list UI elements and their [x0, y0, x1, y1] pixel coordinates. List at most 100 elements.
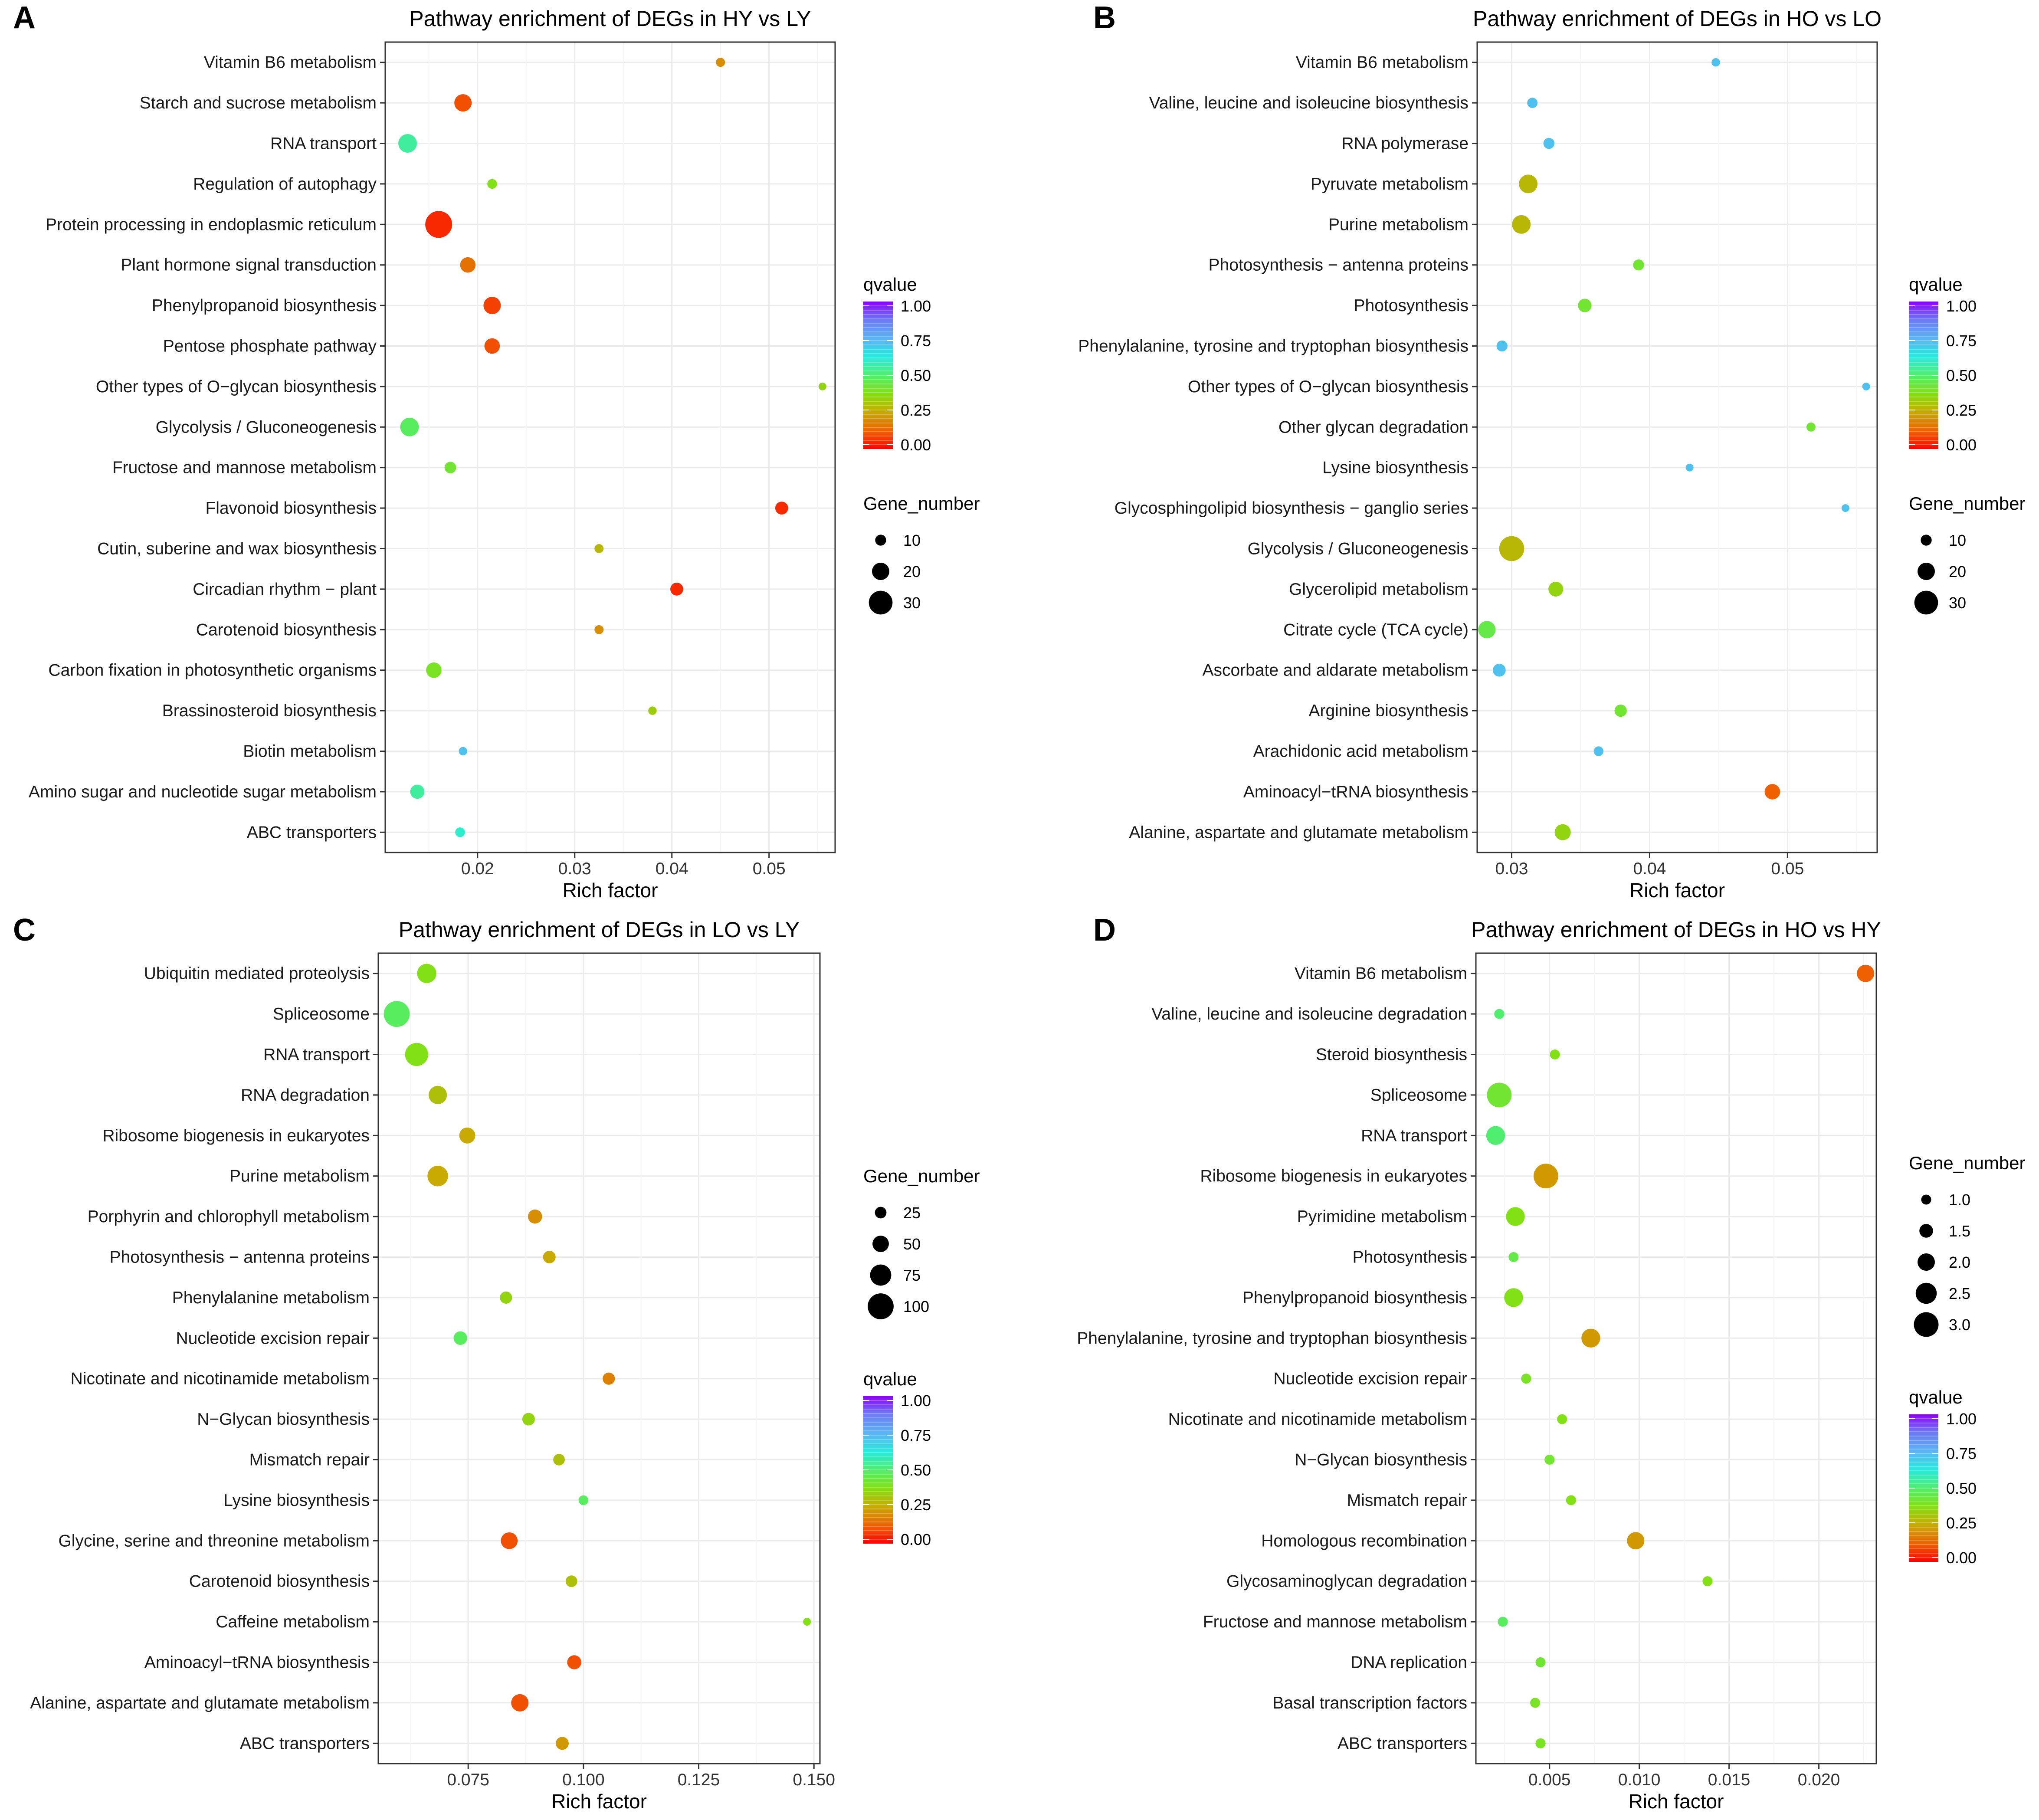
data-point [1633, 259, 1644, 271]
size-label: 1.0 [1949, 1191, 1970, 1209]
data-point [648, 706, 657, 715]
y-tick-label: Amino sugar and nucleotide sugar metabol… [29, 783, 377, 801]
x-tick-label: 0.150 [793, 1771, 835, 1789]
data-point [1857, 964, 1875, 982]
size-label: 3.0 [1949, 1316, 1970, 1334]
gene-number-legend: Gene_number 10 20 30 [863, 493, 980, 615]
panel-c: C Pathway enrichment of DEGs in LO vs LY U… [13, 913, 980, 1813]
data-point [1521, 1374, 1531, 1384]
size-label: 2.0 [1949, 1253, 1970, 1271]
y-tick-label: Nucleotide excision repair [1273, 1370, 1467, 1388]
data-point [1554, 824, 1571, 840]
y-tick-label: Other types of O−glycan biosynthesis [96, 377, 377, 396]
data-point [417, 964, 436, 983]
x-axis-title: Rich factor [1629, 879, 1725, 902]
data-point [1702, 1576, 1713, 1587]
x-axis-title: Rich factor [1629, 1790, 1724, 1813]
data-point [444, 462, 456, 474]
data-point [1527, 98, 1538, 108]
data-point [522, 1413, 535, 1426]
data-point [1498, 1617, 1508, 1627]
y-tick-label: Other types of O−glycan biosynthesis [1188, 377, 1469, 396]
y-tick-label: Glycosaminoglycan degradation [1226, 1572, 1467, 1591]
x-tick-label: 0.05 [753, 859, 786, 878]
chart-title: Pathway enrichment of DEGs in HO vs LO [1473, 7, 1882, 31]
y-tick-label: Photosynthesis [1354, 296, 1469, 315]
x-tick-label: 0.125 [678, 1771, 720, 1789]
y-tick-label: Photosynthesis − antenna proteins [110, 1248, 370, 1267]
data-point [483, 297, 501, 315]
data-point [818, 382, 826, 390]
data-point [528, 1209, 542, 1224]
panel-a: A Pathway enrichment of DEGs in HY vs LY V… [13, 0, 980, 902]
x-axis: 0.075 0.100 0.125 0.150 [447, 1764, 835, 1789]
data-point [1530, 1698, 1541, 1708]
y-tick-label: RNA degradation [241, 1086, 370, 1105]
data-point [405, 1043, 428, 1066]
y-tick-label: Phenylalanine, tyrosine and tryptophan b… [1077, 1329, 1467, 1348]
y-tick-label: N−Glycan biosynthesis [1295, 1451, 1467, 1469]
y-tick-label: Phenylalanine, tyrosine and tryptophan b… [1078, 337, 1469, 356]
y-tick-label: Valine, leucine and isoleucine degradati… [1151, 1005, 1467, 1023]
chart-title: Pathway enrichment of DEGs in HO vs HY [1471, 918, 1881, 942]
data-point [410, 784, 425, 799]
size-key [1914, 1312, 1939, 1337]
y-tick-label: Phenylpropanoid biosynthesis [152, 296, 377, 315]
data-point [1685, 463, 1694, 472]
data-point [459, 747, 467, 756]
data-point [1508, 1252, 1519, 1263]
size-key [1918, 563, 1935, 580]
colorbar-label: 0.25 [1946, 401, 1977, 419]
data-point [459, 1127, 475, 1144]
data-point [775, 502, 788, 515]
y-tick-label: Biotin metabolism [243, 742, 377, 761]
colorbar-label: 1.00 [901, 1392, 931, 1410]
y-tick-label: Photosynthesis [1353, 1248, 1468, 1267]
x-axis: 0.03 0.04 0.05 [1495, 853, 1804, 878]
size-key [875, 535, 886, 546]
size-label: 30 [903, 594, 921, 612]
y-tick-label: Carotenoid biosynthesis [189, 1572, 370, 1591]
x-tick-label: 0.010 [1618, 1771, 1661, 1789]
data-point [1512, 215, 1531, 234]
y-tick-label: Alanine, aspartate and glutamate metabol… [30, 1694, 370, 1712]
data-point [1566, 1495, 1576, 1505]
y-tick-label: Phenylpropanoid biosynthesis [1242, 1289, 1467, 1307]
y-tick-label: Nicotinate and nicotinamide metabolism [71, 1370, 370, 1388]
y-tick-label: Starch and sucrose metabolism [140, 94, 377, 112]
colorbar-label: 1.00 [1946, 297, 1977, 315]
legend-title: Gene_number [1909, 1153, 2026, 1173]
y-tick-label: Aminoacyl−tRNA biosynthesis [144, 1653, 370, 1672]
x-axis-title: Rich factor [563, 879, 658, 902]
colorbar-label: 0.50 [901, 1461, 931, 1479]
data-point [400, 417, 419, 436]
data-point [398, 134, 417, 153]
size-key [870, 1264, 892, 1286]
size-key [872, 1236, 889, 1252]
x-tick-label: 0.04 [656, 859, 688, 878]
x-axis: 0.02 0.03 0.04 0.05 [461, 853, 786, 878]
data-point [1543, 138, 1554, 149]
data-point [1578, 298, 1592, 312]
data-point [1711, 58, 1720, 67]
y-tick-label: Pyrimidine metabolism [1297, 1207, 1467, 1226]
y-tick-label: Aminoacyl−tRNA biosynthesis [1243, 783, 1469, 801]
data-point [1806, 422, 1816, 432]
y-tick-label: Purine metabolism [1328, 215, 1469, 234]
y-tick-label: Spliceosome [1370, 1086, 1467, 1105]
panel-letter: A [13, 0, 36, 35]
colorbar-label: 1.00 [1946, 1410, 1977, 1428]
data-point [426, 662, 442, 678]
y-tick-label: Other glycan degradation [1278, 418, 1469, 436]
y-tick-label: Vitamin B6 metabolism [1295, 964, 1467, 983]
data-point [1764, 784, 1780, 800]
size-label: 75 [903, 1266, 921, 1284]
data-point [455, 827, 465, 837]
gridlines [1477, 42, 1877, 853]
size-key [1914, 590, 1938, 615]
size-label: 100 [903, 1298, 929, 1315]
y-tick-label: RNA transport [263, 1046, 370, 1064]
y-tick-label: Ribosome biogenesis in eukaryotes [102, 1126, 370, 1145]
legend-title: Gene_number [863, 1166, 980, 1186]
data-point [1496, 340, 1508, 352]
